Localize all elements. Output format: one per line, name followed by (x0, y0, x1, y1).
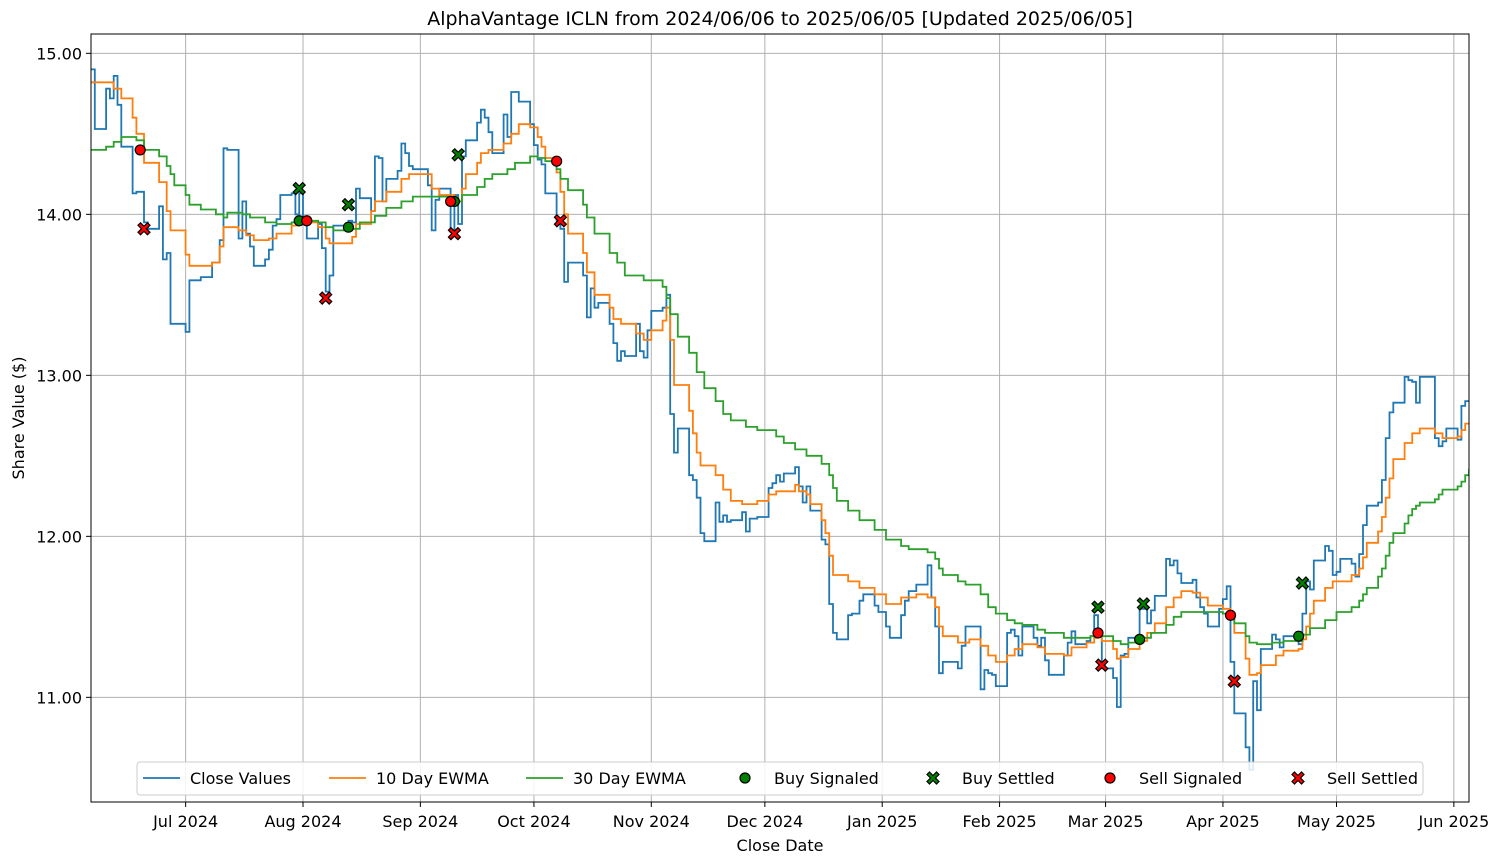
legend-swatch-buy-signaled (739, 772, 751, 784)
legend-label-sell-settled: Sell Settled (1327, 769, 1418, 788)
y-tick-label: 11.00 (36, 688, 82, 707)
marker-sell-settled-shape (1227, 674, 1242, 689)
marker-sell-settled-shape (1094, 658, 1109, 672)
marker-buy-settled (1295, 576, 1310, 590)
y-tick-label: 12.00 (36, 527, 82, 546)
legend-label-30-day-ewma: 30 Day EWMA (573, 769, 686, 788)
marker-buy-settled (341, 197, 356, 212)
x-tick-label: Jul 2024 (152, 812, 218, 831)
x-tick-label: Jan 2025 (846, 812, 917, 831)
marker-buy-signaled (342, 221, 355, 233)
y-tick-label: 14.00 (36, 205, 82, 224)
marker-sell-settled-shape (137, 221, 151, 236)
legend-box (136, 761, 1424, 796)
signal-markers (134, 144, 1310, 689)
marker-sell-settled (137, 221, 151, 236)
legend-swatch-buy-settled-shape (926, 771, 940, 785)
marker-buy-signaled (1134, 633, 1146, 645)
x-tick-label: Apr 2025 (1186, 812, 1259, 831)
x-tick-label: Sep 2024 (382, 812, 458, 831)
y-tick-label: 13.00 (36, 366, 82, 385)
marker-sell-signaled (301, 215, 313, 227)
series-line-10-day-ewma (91, 81, 1469, 676)
legend-label-close-values: Close Values (190, 769, 291, 788)
marker-sell-settled (553, 213, 568, 228)
x-tick-label: Jun 2025 (1417, 812, 1489, 831)
series-line-close-values (91, 68, 1469, 771)
legend: Close Values 10 Day EWMA 30 Day EWMA Buy Si… (136, 761, 1424, 796)
marker-buy-settled (1091, 600, 1105, 615)
marker-buy-settled-shape (451, 147, 466, 162)
marker-sell-settled-shape (553, 213, 568, 228)
marker-buy-settled-shape (341, 197, 356, 212)
x-tick-label: Mar 2025 (1068, 812, 1144, 831)
chart-title: AlphaVantage ICLN from 2024/06/06 to 202… (427, 8, 1133, 30)
marker-buy-settled-shape (1091, 600, 1105, 615)
y-tick-label: 15.00 (36, 44, 82, 63)
plot-frame (90, 33, 1470, 803)
x-tick-label: Dec 2024 (726, 812, 803, 831)
marker-sell-signaled (551, 155, 563, 167)
legend-swatch-sell-settled-shape (1291, 771, 1305, 785)
marker-buy-settled (292, 181, 307, 196)
legend-label-sell-signaled: Sell Signaled (1139, 769, 1242, 788)
x-tick-label: Feb 2025 (963, 812, 1037, 831)
marker-sell-signaled (134, 144, 146, 156)
marker-buy-settled-shape (1136, 597, 1151, 611)
x-tick-label: May 2025 (1297, 812, 1376, 831)
marker-sell-settled (1094, 658, 1109, 672)
series-lines (91, 68, 1469, 771)
x-tick-label: Oct 2024 (497, 812, 570, 831)
marker-buy-settled (451, 147, 466, 162)
x-axis-ticks: Jul 2024 Aug 2024 Sep 2024 Oct 2024 Nov 2024… (152, 802, 1489, 831)
legend-label-buy-signaled: Buy Signaled (774, 769, 879, 788)
marker-buy-settled-shape (1295, 576, 1310, 590)
marker-sell-signaled (445, 195, 457, 208)
marker-sell-settled (318, 291, 333, 305)
legend-swatch-sell-signaled (1104, 772, 1116, 784)
marker-sell-signaled (1092, 627, 1104, 639)
marker-buy-settled (1136, 597, 1151, 611)
grid (91, 34, 1469, 802)
marker-sell-signaled (1224, 609, 1237, 621)
y-axis-ticks: 11.00 12.00 13.00 14.00 15.00 (36, 44, 91, 707)
legend-swatch-sell-settled (1291, 771, 1305, 785)
legend-swatch-buy-settled (926, 771, 940, 785)
marker-sell-settled-shape (318, 291, 333, 305)
x-axis-label: Close Date (737, 836, 824, 855)
series-line-30-day-ewma (91, 136, 1469, 646)
marker-sell-settled (447, 226, 462, 241)
legend-label-10-day-ewma: 10 Day EWMA (376, 769, 489, 788)
legend-label-buy-settled: Buy Settled (962, 769, 1055, 788)
x-tick-label: Aug 2024 (264, 812, 341, 831)
x-tick-label: Nov 2024 (613, 812, 690, 831)
y-axis-label: Share Value ($) (9, 357, 28, 480)
marker-buy-settled-shape (292, 181, 307, 196)
marker-sell-settled (1227, 674, 1242, 689)
marker-buy-signaled (1293, 630, 1305, 642)
marker-sell-settled-shape (447, 226, 462, 241)
